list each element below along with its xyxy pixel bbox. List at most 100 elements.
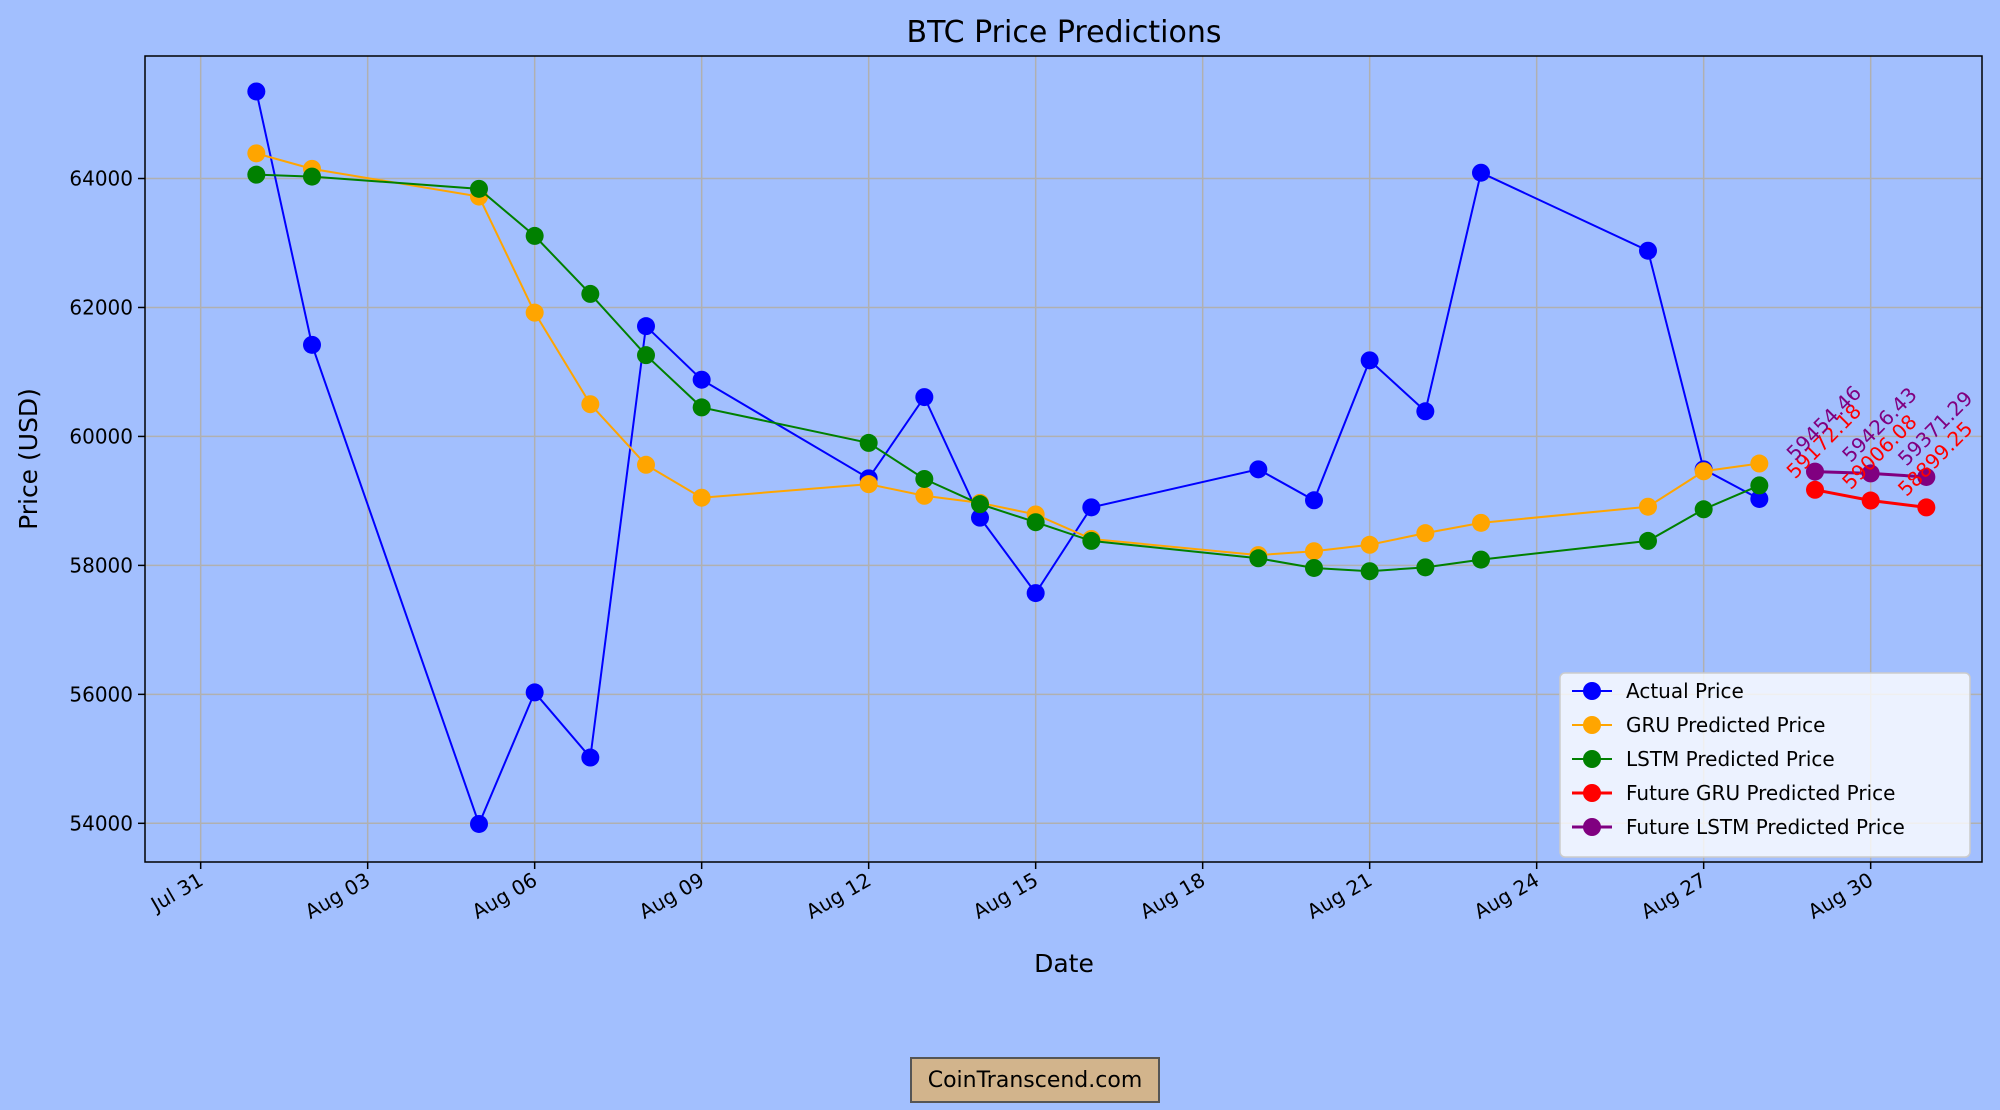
legend-swatch-marker — [1583, 784, 1601, 802]
legend-entry: Actual Price — [1626, 679, 1744, 703]
data-point — [1917, 498, 1936, 517]
x-axis-label: Date — [1034, 949, 1094, 978]
x-tick-label: Aug 21 — [1303, 868, 1376, 924]
legend-swatch-marker — [1583, 750, 1601, 768]
legend-box — [1559, 672, 1971, 858]
data-point — [1694, 462, 1713, 481]
data-point — [581, 284, 600, 303]
x-tick-label: Aug 18 — [1136, 868, 1209, 924]
data-point — [915, 388, 934, 407]
legend: Actual Price GRU Predicted Price LSTM Pred… — [1559, 672, 1971, 858]
data-point — [637, 346, 655, 365]
data-point — [1416, 524, 1435, 543]
data-point — [1472, 163, 1490, 182]
legend-entry: Future GRU Predicted Price — [1626, 781, 1895, 805]
y-tick-label: 58000 — [69, 553, 133, 577]
y-tick-label: 54000 — [69, 811, 133, 835]
legend-swatch-marker — [1583, 716, 1601, 734]
series-line — [256, 152, 1760, 557]
data-point — [1360, 351, 1379, 370]
data-point — [692, 488, 711, 507]
data-point — [470, 814, 488, 833]
legend-entry: GRU Predicted Price — [1626, 713, 1825, 737]
x-axis: Jul 31 Aug 03 Aug 06 Aug 09 Aug 12 Aug 15 Aug … — [145, 862, 1877, 924]
x-tick-label: Aug 15 — [969, 868, 1042, 924]
watermark: CoinTranscend.com — [910, 1057, 1160, 1103]
data-point — [915, 486, 934, 505]
data-point — [1305, 491, 1323, 510]
data-point — [1249, 460, 1268, 479]
data-point — [1082, 498, 1101, 517]
legend-swatch-marker — [1583, 818, 1601, 836]
data-point — [525, 683, 544, 702]
data-point — [581, 748, 600, 767]
x-tick-label: Aug 24 — [1470, 868, 1543, 924]
y-axis-label: Price (USD) — [14, 388, 43, 530]
data-point — [1305, 542, 1323, 561]
data-point — [1360, 535, 1379, 554]
series-line — [255, 91, 1760, 827]
data-point — [1026, 513, 1045, 532]
data-point — [859, 433, 878, 452]
data-point — [1416, 402, 1435, 421]
data-point — [581, 395, 600, 414]
data-point — [1806, 462, 1824, 481]
legend-entry: LSTM Predicted Price — [1626, 747, 1835, 771]
data-point — [1360, 562, 1379, 581]
plot-frame — [144, 55, 1983, 863]
grid — [145, 56, 1982, 862]
data-point — [525, 303, 544, 322]
data-point — [1472, 550, 1490, 569]
x-tick-label: Aug 30 — [1804, 868, 1877, 924]
data-point — [247, 144, 266, 163]
data-point — [1639, 241, 1657, 260]
data-point — [859, 475, 878, 494]
data-point — [1639, 531, 1657, 550]
data-point — [1026, 584, 1045, 603]
x-tick-label: Aug 12 — [802, 868, 875, 924]
data-point — [1861, 491, 1880, 510]
data-point — [470, 179, 488, 198]
x-tick-label: Aug 03 — [301, 868, 374, 924]
data-point — [1750, 489, 1769, 508]
y-tick-label: 62000 — [69, 295, 133, 319]
data-point — [1472, 513, 1490, 532]
data-point — [1861, 464, 1880, 483]
series-layer — [247, 82, 1936, 833]
data-point — [1082, 531, 1101, 550]
x-tick-label: Aug 27 — [1637, 868, 1710, 924]
data-point — [1917, 467, 1936, 486]
x-tick-label: Aug 09 — [635, 868, 708, 924]
y-tick-label: 64000 — [69, 167, 133, 191]
data-point — [1694, 500, 1713, 519]
data-point — [1305, 558, 1323, 577]
data-point — [915, 469, 934, 488]
data-point — [1416, 558, 1435, 577]
data-point — [303, 335, 321, 354]
data-point — [247, 82, 266, 101]
y-tick-label: 56000 — [69, 682, 133, 706]
y-axis: 54000 56000 58000 60000 62000 64000 — [69, 167, 145, 835]
data-point — [692, 398, 711, 417]
legend-entry: Future LSTM Predicted Price — [1626, 815, 1905, 839]
series-line — [256, 173, 1760, 573]
legend-swatch-marker — [1583, 682, 1601, 700]
data-point — [247, 165, 266, 184]
data-point — [692, 370, 711, 389]
data-point — [971, 495, 989, 514]
y-tick-label: 60000 — [69, 424, 133, 448]
data-point — [1750, 476, 1769, 495]
data-point — [1639, 497, 1657, 516]
data-point — [1249, 549, 1268, 568]
x-tick-label: Jul 31 — [145, 868, 207, 918]
data-point — [1806, 480, 1824, 499]
data-point — [1750, 454, 1769, 473]
data-point — [971, 508, 989, 527]
x-tick-label: Aug 06 — [468, 868, 541, 924]
chart-title: BTC Price Predictions — [906, 15, 1221, 50]
data-point — [637, 455, 655, 474]
data-point — [637, 317, 655, 336]
data-point — [525, 226, 544, 245]
data-point — [303, 167, 321, 186]
